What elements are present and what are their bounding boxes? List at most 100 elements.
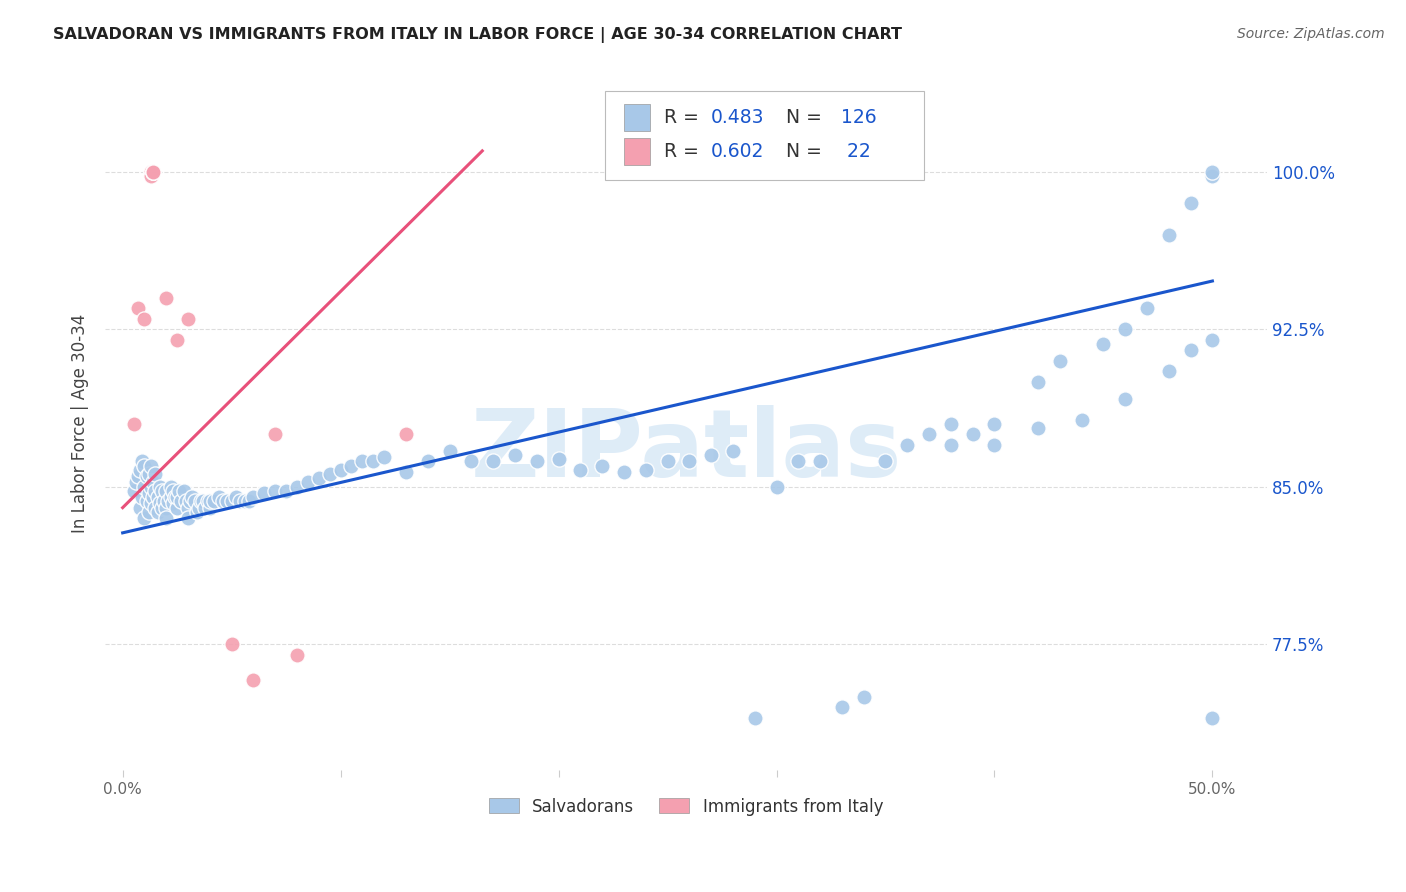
Point <box>229 494 252 508</box>
Point <box>139 165 162 179</box>
Point <box>1092 337 1115 351</box>
Legend: Salvadorans, Immigrants from Italy: Salvadorans, Immigrants from Italy <box>481 789 891 824</box>
Point <box>166 490 188 504</box>
Text: ZIPatlas: ZIPatlas <box>471 406 901 498</box>
Point <box>1136 301 1159 316</box>
Text: 126: 126 <box>841 108 876 127</box>
Point <box>197 494 219 508</box>
Point <box>150 500 173 515</box>
Point <box>1201 165 1223 179</box>
Point <box>896 438 918 452</box>
Point <box>274 483 297 498</box>
Point <box>1180 196 1202 211</box>
Point <box>150 483 173 498</box>
Point <box>135 494 157 508</box>
Text: 22: 22 <box>841 142 870 161</box>
Point <box>765 480 787 494</box>
Point <box>170 494 193 508</box>
Point <box>962 427 984 442</box>
Text: 0.483: 0.483 <box>710 108 763 127</box>
Point <box>127 301 149 316</box>
Point <box>831 700 853 714</box>
Point <box>174 494 197 508</box>
Point <box>139 169 162 183</box>
Point <box>253 486 276 500</box>
Point <box>297 475 319 490</box>
Text: 0.602: 0.602 <box>710 142 763 161</box>
Point <box>918 427 941 442</box>
Point <box>138 467 160 481</box>
Point <box>678 454 700 468</box>
Point <box>808 454 831 468</box>
Point <box>127 469 149 483</box>
Point <box>1201 333 1223 347</box>
Point <box>1201 710 1223 724</box>
Text: R =: R = <box>664 108 704 127</box>
Point <box>135 469 157 483</box>
Point <box>591 458 613 473</box>
Point <box>547 452 569 467</box>
Point <box>139 496 162 510</box>
Point <box>363 454 385 468</box>
Point <box>526 454 548 468</box>
Point <box>177 500 200 515</box>
Point <box>159 490 181 504</box>
Point <box>875 454 897 468</box>
Point <box>634 463 657 477</box>
Point <box>787 454 810 468</box>
Point <box>129 500 152 515</box>
Point <box>983 438 1005 452</box>
Point <box>155 500 177 515</box>
Point <box>166 333 188 347</box>
Point <box>155 483 177 498</box>
Point <box>700 448 723 462</box>
Point <box>139 458 162 473</box>
Point <box>221 494 243 508</box>
Point <box>1157 227 1180 242</box>
Point <box>1026 375 1049 389</box>
Point <box>233 494 256 508</box>
Point <box>142 165 165 179</box>
Point <box>329 463 352 477</box>
Point <box>142 165 165 179</box>
Point <box>181 490 204 504</box>
Point <box>460 454 482 468</box>
Point <box>142 475 165 490</box>
Point <box>340 458 363 473</box>
Point <box>139 165 162 179</box>
Point <box>125 475 148 490</box>
Point <box>439 444 461 458</box>
Point <box>1114 322 1136 336</box>
Point <box>159 480 181 494</box>
Point <box>142 165 165 179</box>
Point <box>1114 392 1136 406</box>
Point <box>153 494 176 508</box>
Point <box>155 291 177 305</box>
Point <box>134 480 156 494</box>
Point <box>198 494 221 508</box>
Point <box>198 500 221 515</box>
Point <box>1070 412 1092 426</box>
Point <box>166 500 188 515</box>
Point <box>264 483 287 498</box>
Point <box>416 454 439 468</box>
Point <box>134 511 156 525</box>
Bar <box>624 138 650 165</box>
Point <box>744 710 766 724</box>
Point <box>169 483 191 498</box>
Point <box>179 494 201 508</box>
Point <box>142 490 165 504</box>
Bar <box>624 104 650 131</box>
Point <box>221 637 243 651</box>
Point <box>139 165 162 179</box>
Point <box>146 490 169 504</box>
Point <box>149 480 172 494</box>
Point <box>613 465 636 479</box>
Point <box>352 454 374 468</box>
Point <box>155 511 177 525</box>
Text: N =: N = <box>786 108 828 127</box>
Point <box>157 494 180 508</box>
Point <box>149 496 172 510</box>
Point <box>217 494 239 508</box>
Point <box>373 450 395 465</box>
